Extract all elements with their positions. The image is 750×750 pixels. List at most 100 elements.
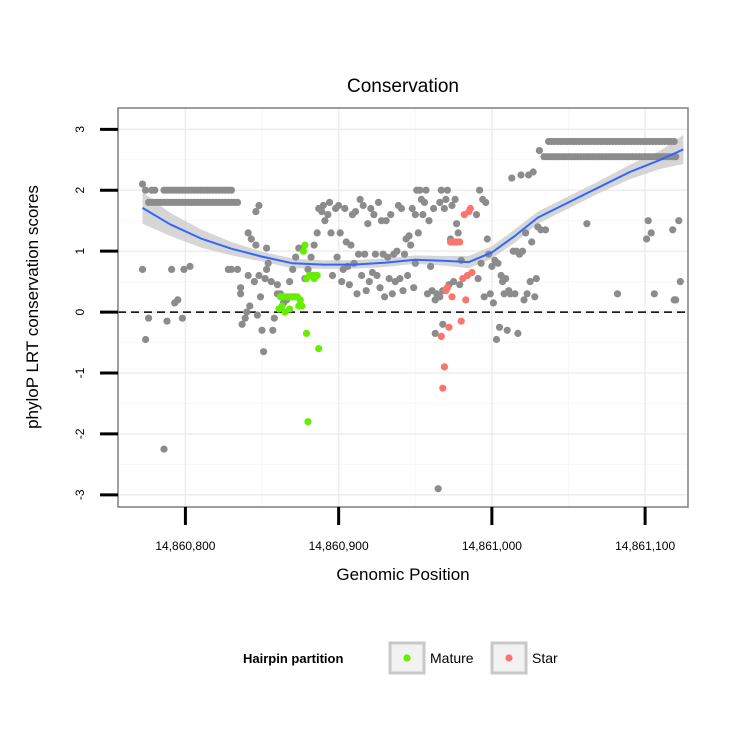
data-point-star — [445, 323, 453, 331]
data-point-other — [270, 314, 278, 322]
data-point-other — [650, 290, 658, 298]
data-point-other — [437, 186, 445, 194]
y-tick-label: 2 — [73, 187, 87, 194]
data-point-other — [258, 326, 266, 334]
data-point-other — [252, 208, 260, 216]
data-point-other — [246, 302, 254, 310]
data-point-other — [168, 265, 176, 273]
data-point-other — [381, 293, 389, 301]
data-point-other — [351, 208, 360, 216]
data-point-other — [489, 299, 497, 307]
data-point-other — [408, 204, 416, 213]
data-point-other — [341, 204, 349, 213]
data-point-other — [486, 290, 494, 298]
x-tick-label: 14,860,800 — [155, 539, 215, 553]
data-point-other — [244, 229, 252, 237]
series-star — [437, 204, 476, 392]
data-point-other — [502, 275, 510, 283]
data-point-other — [350, 259, 358, 267]
data-point-other — [454, 229, 462, 237]
data-point-other — [476, 186, 484, 194]
data-point-other — [263, 244, 271, 252]
data-point-other — [376, 284, 384, 292]
data-point-other — [450, 278, 458, 286]
data-point-other — [480, 293, 488, 301]
data-point-other — [411, 211, 419, 219]
data-point-other — [174, 296, 182, 304]
data-point-other — [422, 186, 430, 194]
data-point-other — [541, 226, 550, 234]
data-point-star — [439, 384, 447, 392]
data-point-other — [273, 281, 281, 289]
legend-key-point — [505, 654, 513, 662]
data-point-other — [411, 259, 419, 267]
y-tick-label: -2 — [73, 428, 87, 439]
data-point-other — [261, 275, 269, 283]
data-point-other — [583, 220, 591, 228]
data-point-other — [151, 186, 159, 194]
plot-area: -3 -2 -1 0 1 2 3 14,860,800 14,860,900 14,861,000… — [73, 107, 689, 553]
data-point-other — [160, 445, 168, 453]
data-point-other — [253, 311, 261, 319]
data-point-other — [233, 265, 242, 273]
y-tick-label: -1 — [73, 367, 87, 378]
x-tick-label: 14,861,000 — [462, 539, 522, 553]
data-point-other — [163, 317, 171, 325]
data-point-other — [347, 241, 355, 249]
series-mature — [275, 241, 323, 426]
data-point-other — [511, 290, 519, 298]
data-point-other — [345, 281, 353, 289]
data-point-other — [355, 250, 363, 258]
data-point-other — [310, 241, 318, 249]
data-point-other — [416, 186, 424, 194]
data-point-other — [335, 201, 343, 210]
legend-key-point — [403, 654, 411, 662]
data-point-other — [430, 204, 438, 213]
data-point-other — [307, 253, 315, 261]
data-point-other — [387, 211, 395, 219]
data-point-other — [448, 201, 456, 210]
data-point-other — [365, 278, 373, 286]
data-point-other — [292, 253, 300, 261]
y-tick-label: 1 — [73, 248, 87, 255]
data-point-other — [250, 278, 258, 286]
y-tick-label: -3 — [73, 489, 87, 500]
data-point-other — [371, 250, 379, 258]
data-point-other — [517, 171, 525, 179]
data-point-star — [443, 284, 451, 292]
data-point-star — [448, 293, 456, 301]
y-axis-title: phyloP LRT conservation scores — [23, 185, 42, 429]
data-point-other — [247, 235, 255, 243]
data-point-star — [462, 296, 470, 304]
data-point-other — [361, 250, 369, 258]
data-point-other — [483, 235, 491, 243]
data-point-other — [227, 265, 235, 273]
data-point-other — [508, 174, 516, 182]
data-point-other — [440, 204, 448, 213]
smooth-trend-line — [141, 148, 684, 266]
data-point-other — [325, 198, 334, 206]
legend-title: Hairpin partition — [243, 651, 343, 666]
data-point-other — [359, 201, 367, 210]
data-point-other — [494, 259, 502, 267]
data-point-other — [142, 335, 150, 344]
plot-background — [118, 108, 688, 507]
data-point-other — [526, 278, 534, 286]
data-point-other — [427, 262, 435, 270]
data-point-other — [520, 296, 528, 304]
data-point-other — [436, 293, 444, 301]
data-point-other — [425, 217, 433, 225]
data-point-other — [492, 335, 501, 344]
data-point-mature — [301, 241, 309, 249]
data-point-other — [138, 265, 147, 273]
data-point-other — [336, 229, 344, 237]
data-point-other — [367, 204, 375, 213]
data-point-other — [399, 287, 407, 295]
data-point-other — [522, 229, 530, 237]
data-point-other — [442, 195, 450, 203]
data-point-other — [338, 278, 346, 286]
data-point-mature — [302, 275, 311, 283]
data-point-other — [393, 247, 401, 255]
data-point-other — [289, 265, 297, 273]
